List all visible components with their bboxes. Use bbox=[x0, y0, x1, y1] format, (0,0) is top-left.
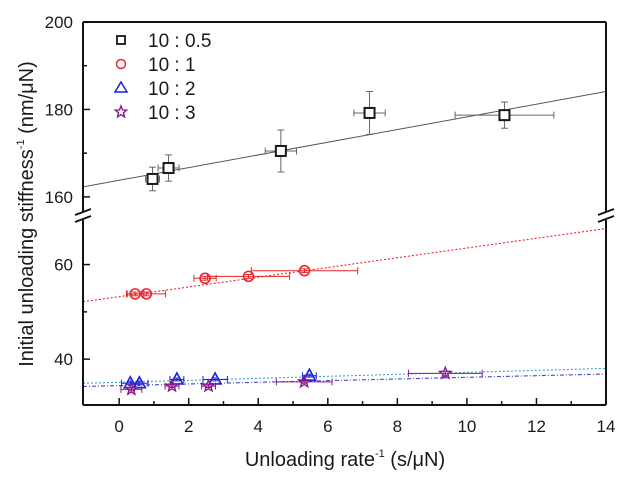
legend-marker bbox=[116, 35, 126, 45]
y-axis-label-unit: (nm/μN) bbox=[16, 61, 38, 139]
data-point bbox=[146, 172, 159, 185]
x-tick-label: 14 bbox=[597, 417, 616, 436]
x-axis-label-text: Unloading rate bbox=[245, 449, 375, 471]
error-bar bbox=[202, 375, 228, 383]
x-axis-label: Unloading rate-1 (s/μN) bbox=[245, 448, 445, 471]
error-bar bbox=[126, 290, 166, 298]
y-tick-label: 40 bbox=[54, 350, 73, 369]
error-bar bbox=[206, 272, 291, 280]
data-point bbox=[298, 264, 311, 277]
data-point bbox=[296, 373, 312, 389]
legend-item-2: 10 : 2 bbox=[113, 79, 196, 100]
data-point bbox=[131, 375, 147, 389]
legend: 10 : 0.5 10 : 1 10 : 2 10 : 3 bbox=[113, 31, 211, 124]
x-axis-label-unit: (s/μN) bbox=[385, 449, 445, 471]
y-tick-label: 160 bbox=[45, 188, 73, 207]
series-3 bbox=[120, 365, 483, 396]
data-point bbox=[140, 288, 153, 300]
data-point bbox=[437, 365, 453, 380]
series-1 bbox=[125, 264, 359, 300]
error-bar bbox=[250, 267, 359, 275]
y-axis-label-sup: -1 bbox=[15, 139, 27, 149]
axes: 0 2 4 6 8 10 12 14 160 180 200 40 60 bbox=[45, 13, 616, 436]
legend-label: 10 : 0.5 bbox=[148, 31, 211, 52]
error-bar bbox=[193, 274, 217, 282]
data-point bbox=[242, 270, 255, 283]
x-tick-label: 12 bbox=[527, 417, 546, 436]
axis-break-mark bbox=[597, 208, 615, 216]
legend-item-3: 10 : 3 bbox=[113, 103, 196, 124]
legend-item-0: 10 : 0.5 bbox=[116, 31, 211, 52]
data-point bbox=[199, 272, 211, 285]
fit-line-2 bbox=[83, 367, 606, 384]
x-tick-label: 10 bbox=[457, 417, 476, 436]
y-tick-label: 60 bbox=[54, 256, 73, 275]
data-point bbox=[363, 106, 376, 119]
y-axis-label: Initial unloading stiffness-1 (nm/μN) bbox=[15, 61, 38, 367]
series-2 bbox=[121, 367, 317, 389]
y-tick-label: 200 bbox=[45, 13, 73, 32]
plot-area bbox=[83, 91, 606, 396]
x-tick-label: 6 bbox=[323, 417, 332, 436]
legend-marker bbox=[113, 80, 129, 93]
data-point bbox=[200, 378, 217, 393]
fit-line-1 bbox=[83, 227, 606, 303]
x-tick-label: 8 bbox=[393, 417, 402, 436]
legend-marker bbox=[115, 58, 127, 70]
series-0 bbox=[145, 91, 555, 192]
legend-item-1: 10 : 1 bbox=[115, 55, 196, 76]
legend-marker bbox=[113, 104, 129, 119]
legend-label: 10 : 3 bbox=[148, 103, 196, 124]
data-point bbox=[162, 162, 175, 175]
legend-label: 10 : 2 bbox=[148, 79, 196, 100]
legend-label: 10 : 1 bbox=[148, 55, 196, 76]
y-tick-label: 180 bbox=[45, 100, 73, 119]
x-tick-label: 2 bbox=[184, 417, 193, 436]
y-axis-label-text: Initial unloading stiffness bbox=[16, 149, 38, 367]
data-point bbox=[274, 144, 287, 157]
x-axis-label-sup: -1 bbox=[375, 448, 385, 460]
x-tick-label: 0 bbox=[114, 417, 123, 436]
data-point bbox=[123, 381, 139, 396]
data-point bbox=[164, 378, 180, 393]
x-tick-label: 4 bbox=[254, 417, 263, 436]
axis-break-mark bbox=[74, 215, 92, 223]
axis-break-mark bbox=[597, 215, 615, 223]
data-point bbox=[498, 109, 511, 122]
axis-break-mark bbox=[74, 208, 92, 216]
